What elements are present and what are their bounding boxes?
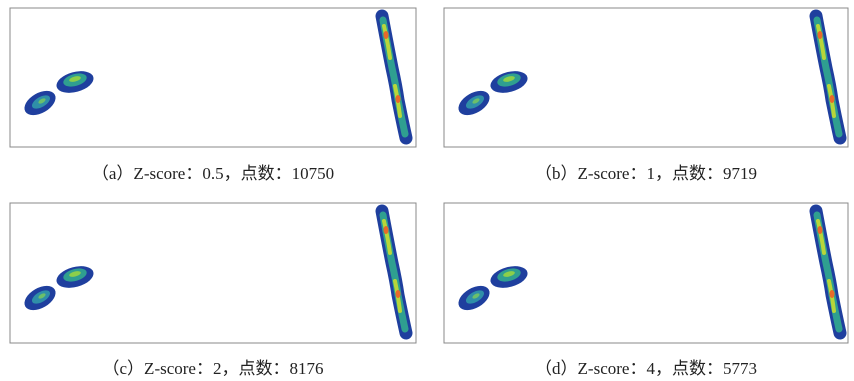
page: （a）Z-score：0.5，点数：10750 （b）Z-score：1，点数：…: [0, 0, 854, 381]
caption: （d）Z-score：4，点数：5773: [535, 359, 757, 378]
panel-c: （c）Z-score：2，点数：8176: [10, 203, 416, 378]
panel-d: （d）Z-score：4，点数：5773: [444, 203, 848, 378]
panel-b: （b）Z-score：1，点数：9719: [444, 8, 848, 183]
figure: （a）Z-score：0.5，点数：10750 （b）Z-score：1，点数：…: [0, 0, 854, 381]
caption: （c）Z-score：2，点数：8176: [103, 359, 324, 378]
caption: （b）Z-score：1，点数：9719: [535, 164, 757, 183]
panel-a: （a）Z-score：0.5，点数：10750: [10, 8, 416, 183]
caption: （a）Z-score：0.5，点数：10750: [92, 164, 334, 183]
